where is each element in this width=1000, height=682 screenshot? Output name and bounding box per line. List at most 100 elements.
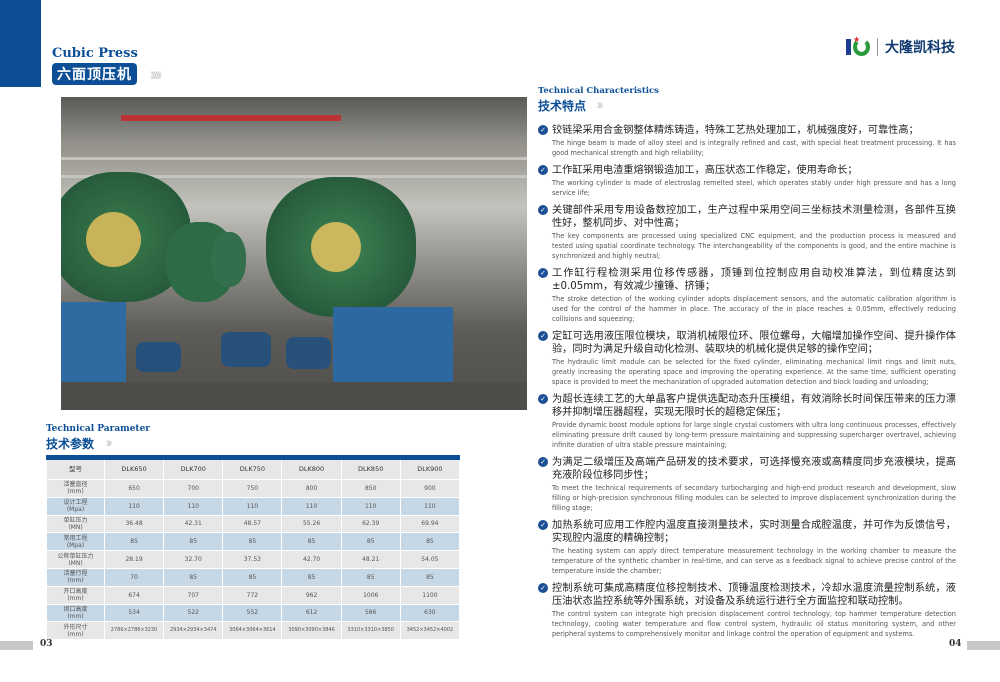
table-cell: 85 xyxy=(281,532,342,552)
header-cell: DLK900 xyxy=(399,457,461,480)
table-cell: 2934×2934×3474 xyxy=(163,621,224,641)
check-circle-icon: ✓ xyxy=(538,331,548,341)
product-photo xyxy=(61,97,527,410)
table-cell: 1006 xyxy=(340,585,401,605)
feature-item: ✓ 控制系统可集成高精度位移控制技术、顶锤温度检测技术，冷却水温度流量控制系统，液… xyxy=(538,582,956,639)
table-row: 常用工程 (Mpa) 85 85 85 85 85 85 xyxy=(46,532,461,552)
table-cell: 3064×3064×3614 xyxy=(222,621,283,641)
table-cell: 48.57 xyxy=(222,514,283,534)
row-label: 单缸压力 (MN) xyxy=(46,514,105,534)
logo-mark-icon: ★ xyxy=(846,35,870,57)
check-circle-icon: ✓ xyxy=(538,457,548,467)
table-cell: 750 xyxy=(222,479,283,498)
table-row: 活塞直径 (mm) 650 700 750 800 850 900 xyxy=(46,479,461,498)
param-title-en: Technical Parameter xyxy=(46,424,151,434)
table-cell: 110 xyxy=(281,496,342,516)
table-cell: 650 xyxy=(103,479,165,498)
page-bar-right xyxy=(967,641,1000,650)
feature-text-cn: 工作缸采用电渣重熔钢锻造加工，高压状态工作稳定，使用寿命长； xyxy=(552,165,858,176)
table-cell: 522 xyxy=(163,603,224,623)
header-cell: DLK700 xyxy=(163,457,224,480)
table-cell: 70 xyxy=(103,567,165,587)
company-logo: ★ 大隆凯科技 xyxy=(846,35,955,57)
feature-text-cn: 控制系统可集成高精度位移控制技术、顶锤温度检测技术，冷却水温度流量控制系统，液压… xyxy=(552,583,956,607)
feature-text-en: The stroke detection of the working cyli… xyxy=(552,295,956,323)
feature-item: ✓ 加热系统可应用工作腔内温度直接测量技术，实时测量合成腔温度，并可作为反馈信号，… xyxy=(538,519,956,576)
feature-item: ✓ 为满足二级增压及高端产品研发的技术要求，可选择慢充液或高精度同步充液模块，提高… xyxy=(538,456,956,513)
feature-item: ✓ 关键部件采用专用设备数控加工，生产过程中采用空间三坐标技术测量检测，各部件互换… xyxy=(538,204,956,261)
chevron-arrows-icon: 》》》》 xyxy=(106,441,115,448)
table-cell: 110 xyxy=(103,496,165,516)
table-cell: 534 xyxy=(103,603,165,623)
feature-text-en: The key components are processed using s… xyxy=(552,232,956,260)
row-label: 闭口高度 (mm) xyxy=(46,603,105,623)
feature-item: ✓ 工作缸采用电渣重熔钢锻造加工，高压状态工作稳定，使用寿命长； The worki… xyxy=(538,164,956,198)
header-cell: DLK650 xyxy=(103,457,165,480)
table-row: 开口高度 (mm) 674 707 772 962 1006 1100 xyxy=(46,585,461,605)
table-cell: 85 xyxy=(281,567,342,587)
check-circle-icon: ✓ xyxy=(538,205,548,215)
check-circle-icon: ✓ xyxy=(538,520,548,530)
table-cell: 85 xyxy=(340,567,401,587)
check-circle-icon: ✓ xyxy=(538,268,548,278)
table-cell: 85 xyxy=(399,532,461,552)
check-circle-icon: ✓ xyxy=(538,125,548,135)
table-cell: 42.31 xyxy=(163,514,224,534)
feature-text-en: The working cylinder is made of electros… xyxy=(552,179,956,197)
table-row: 闭口高度 (mm) 534 522 552 612 586 630 xyxy=(46,603,461,623)
row-label: 外形尺寸 (mm) xyxy=(46,621,105,641)
feature-text-cn: 为超长连续工艺的大单晶客户提供选配动态升压模组，有效消除长时间保压带来的压力漂移… xyxy=(552,394,956,418)
table-cell: 3090×3090×3846 xyxy=(281,621,342,641)
feature-text-cn: 铰链梁采用合金钢整体精炼铸造，特殊工艺热处理加工，机械强度好，可靠性高； xyxy=(552,125,919,136)
brand-color-bar xyxy=(0,0,41,87)
page-title-en: Cubic Press xyxy=(52,46,138,61)
table-cell: 110 xyxy=(163,496,224,516)
features-title-cn: 技术特点 xyxy=(538,99,587,113)
table-cell: 85 xyxy=(399,567,461,587)
feature-text-en: The heating system can apply direct temp… xyxy=(552,547,956,575)
header-cell: DLK750 xyxy=(222,457,283,480)
row-label: 公称单缸压力 (MN) xyxy=(46,550,105,569)
page-number-left: 03 xyxy=(40,639,53,649)
table-header-row: 型号 DLK650 DLK700 DLK750 DLK800 DLK850 DL… xyxy=(46,457,461,480)
table-cell: 55.26 xyxy=(281,514,342,534)
table-cell: 772 xyxy=(222,585,283,605)
table-cell: 1100 xyxy=(399,585,461,605)
table-cell: 54.05 xyxy=(399,550,461,569)
table-cell: 85 xyxy=(163,532,224,552)
row-label: 活塞行程 (mm) xyxy=(46,567,105,587)
feature-item: ✓ 为超长连续工艺的大单晶客户提供选配动态升压模组，有效消除长时间保压带来的压力漂… xyxy=(538,393,956,450)
table-cell: 3310×3310×3850 xyxy=(340,621,401,641)
table-cell: 586 xyxy=(340,603,401,623)
table-row: 公称单缸压力 (MN) 28.19 32.70 37.53 42.70 48.21 54.05 xyxy=(46,550,461,569)
page-bar-left xyxy=(0,641,33,650)
feature-text-en: The control system can integrate high pr… xyxy=(552,610,956,638)
table-cell: 85 xyxy=(103,532,165,552)
table-cell: 85 xyxy=(222,567,283,587)
row-label: 设计工程 (Mpa) xyxy=(46,496,105,516)
feature-text-cn: 工作缸行程检测采用位移传感器，顶锤到位控制应用自动校准算法，到位精度达到±0.0… xyxy=(552,268,956,292)
table-cell: 36.48 xyxy=(103,514,165,534)
table-cell: 850 xyxy=(340,479,401,498)
table-cell: 612 xyxy=(281,603,342,623)
table-cell: 110 xyxy=(399,496,461,516)
table-cell: 630 xyxy=(399,603,461,623)
feature-text-en: To meet the technical requirements of se… xyxy=(552,484,956,512)
check-circle-icon: ✓ xyxy=(538,394,548,404)
table-cell: 32.70 xyxy=(163,550,224,569)
page-title-cn: 六面顶压机 xyxy=(52,63,137,85)
chevron-arrows-icon: 》》》》》 xyxy=(150,71,166,80)
feature-text-cn: 为满足二级增压及高端产品研发的技术要求，可选择慢充液或高精度同步充液模块，提高充… xyxy=(552,457,956,481)
table-cell: 700 xyxy=(163,479,224,498)
table-cell: 85 xyxy=(163,567,224,587)
feature-text-cn: 定缸可选用液压限位模块，取消机械限位环、限位螺母，大幅增加操作空间、提升操作体验… xyxy=(552,331,956,355)
table-cell: 962 xyxy=(281,585,342,605)
table-cell: 42.70 xyxy=(281,550,342,569)
header-cell: 型号 xyxy=(46,457,105,480)
feature-text-en: Provide dynamic boost module options for… xyxy=(552,421,956,449)
feature-item: ✓ 铰链梁采用合金钢整体精炼铸造，特殊工艺热处理加工，机械强度好，可靠性高； The… xyxy=(538,124,956,158)
table-row: 外形尺寸 (mm) 2786×2786×3230 2934×2934×3474 3064… xyxy=(46,621,461,641)
table-cell: 674 xyxy=(103,585,165,605)
table-cell: 110 xyxy=(222,496,283,516)
page-number-right: 04 xyxy=(949,639,962,649)
